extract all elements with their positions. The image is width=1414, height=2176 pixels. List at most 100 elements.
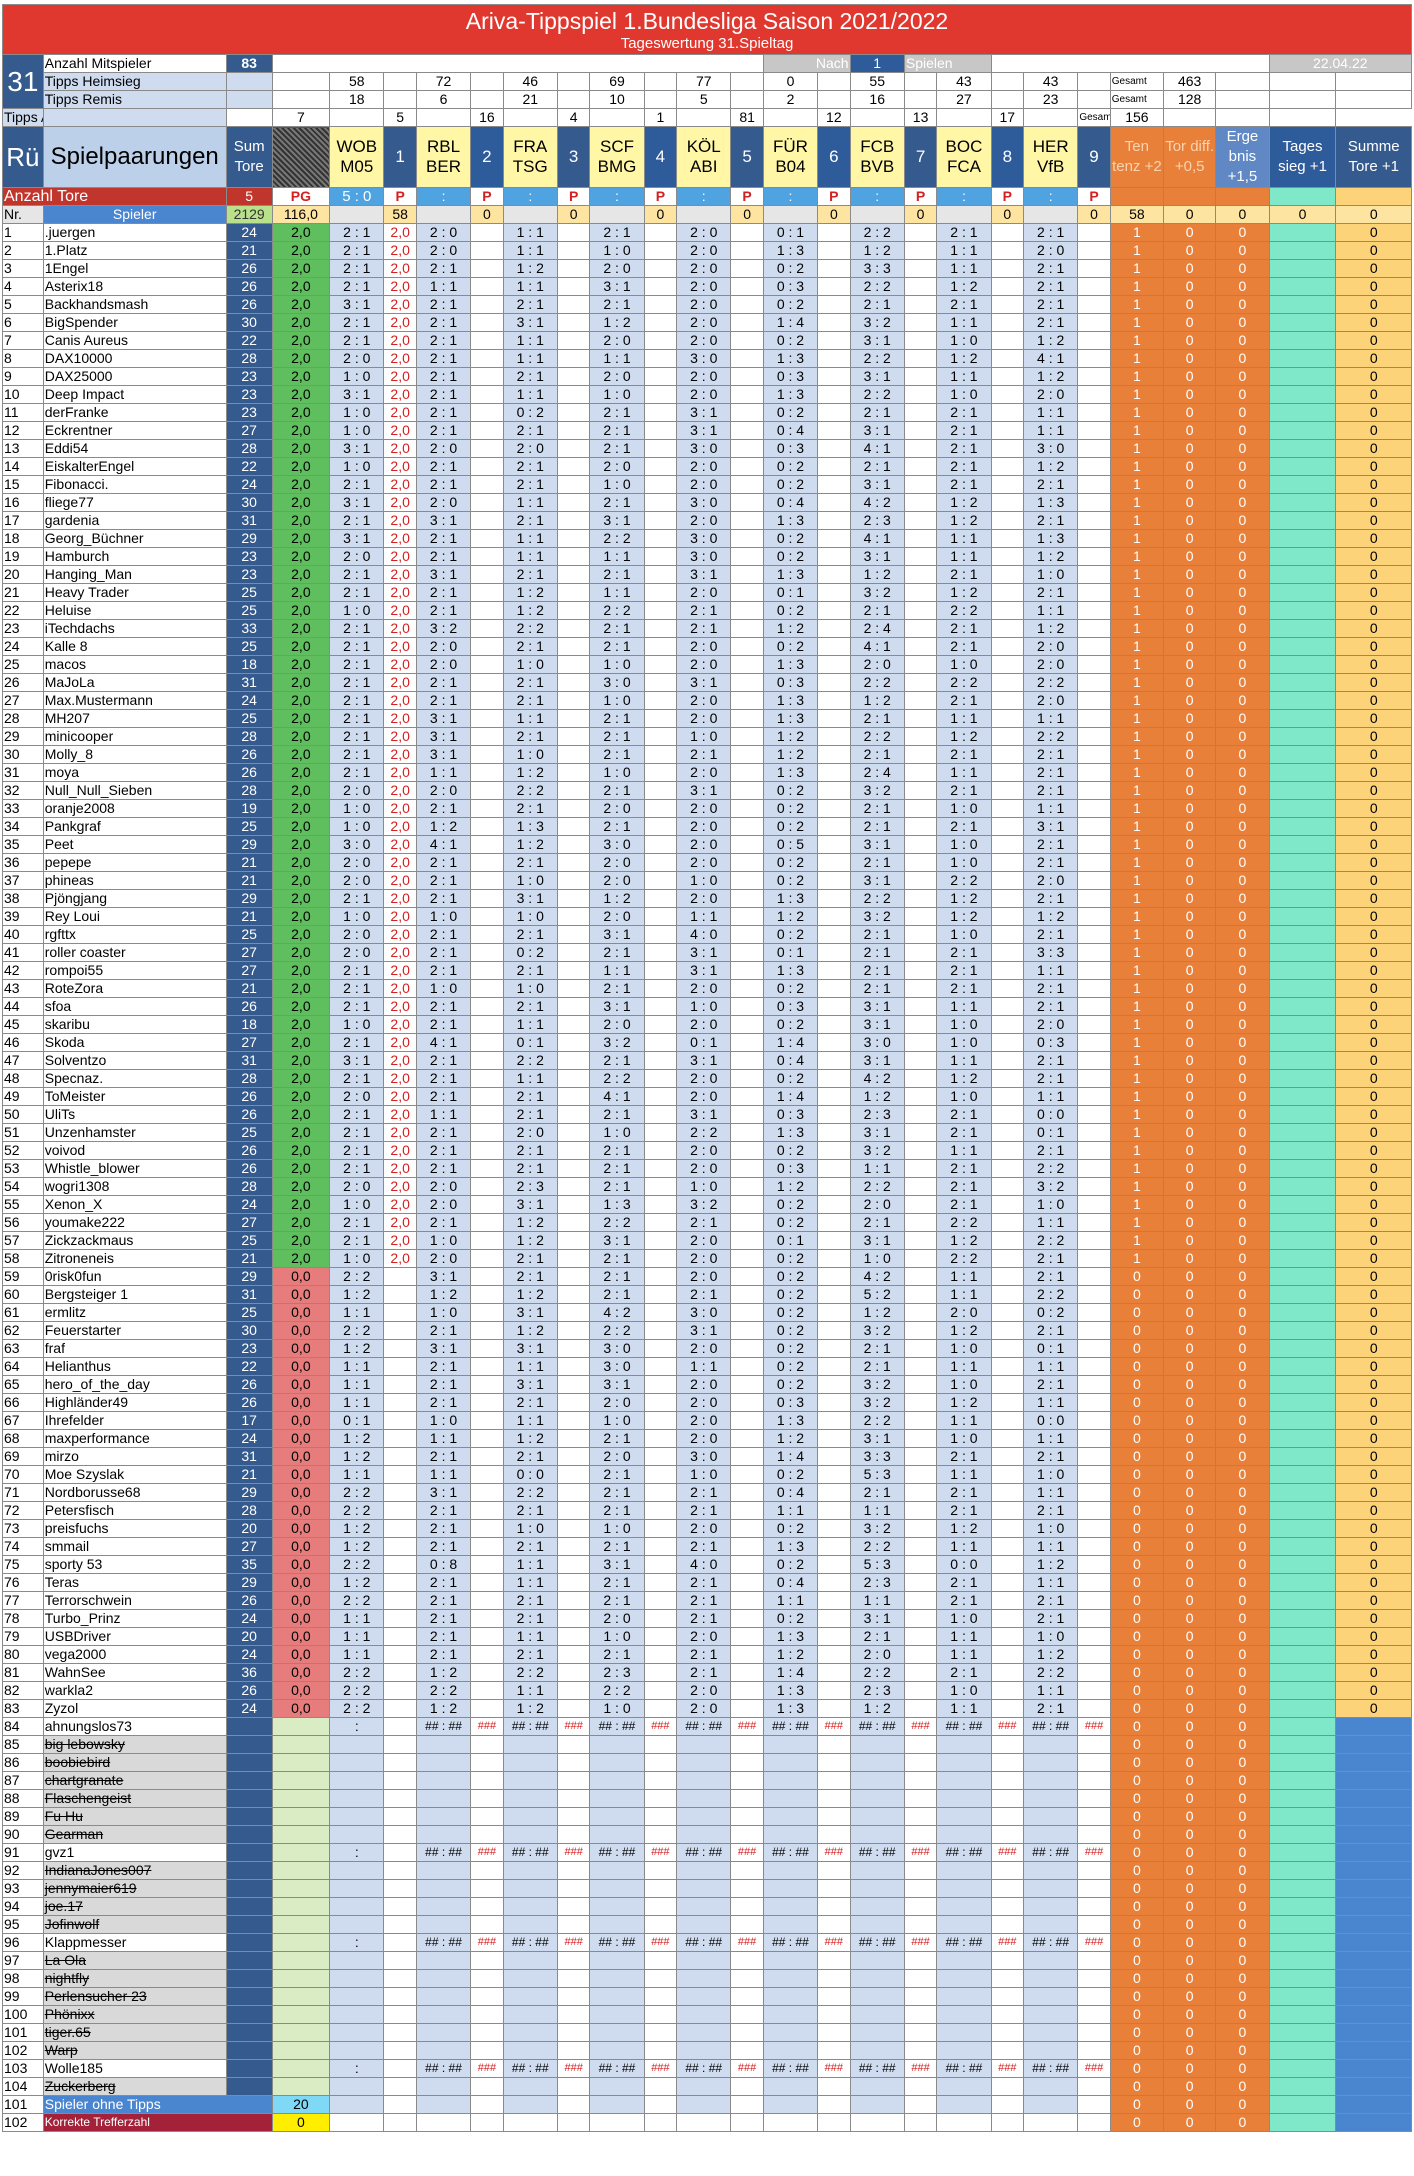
tip-cell: 0 : 3 [762, 1159, 819, 1178]
tip-points: 2,0 [383, 1159, 417, 1178]
rank: 84 [2, 1717, 44, 1736]
player-pg: 2,0 [271, 277, 331, 296]
tendency-points: 0 [1109, 1951, 1165, 1970]
tip-cell: 1 : 1 [415, 277, 472, 296]
tip-cell: 1 : 1 [1022, 1357, 1079, 1376]
player-pg: 0,0 [271, 1375, 331, 1394]
tip-cell: 1 : 1 [1022, 1681, 1079, 1700]
tip-points: 2,0 [383, 439, 417, 458]
tip-cell: 3 : 1 [589, 511, 645, 530]
tip-cell: 2 : 2 [1022, 1285, 1079, 1304]
tendency-points: 1 [1109, 1105, 1165, 1124]
tip-cell: 2 : 0 [676, 277, 732, 296]
tip-cell: 1 : 2 [1022, 1645, 1079, 1664]
player-pg: 2,0 [271, 979, 331, 998]
tip-cell: 3 : 1 [849, 367, 905, 386]
date-label: 22.04.22 [1268, 54, 1413, 73]
tendency-points: 1 [1109, 673, 1165, 692]
tip-cell: 2 : 2 [589, 601, 645, 620]
player-pg: 0,0 [271, 1465, 331, 1484]
tip-cell: 2 : 1 [589, 439, 645, 458]
tordiff-points: 0 [1163, 277, 1217, 296]
player-sum: 23 [225, 403, 273, 422]
rank: 68 [2, 1429, 44, 1448]
tip-cell: 2 : 1 [329, 565, 385, 584]
tip-cell: 3 : 0 [589, 1357, 645, 1376]
rank: 96 [2, 1933, 44, 1952]
tip-cell: 1 : 1 [329, 1393, 385, 1412]
tip-cell: 5 : 3 [849, 1555, 905, 1574]
tip-cell: 2 : 1 [589, 565, 645, 584]
player-sum: 23 [225, 1339, 273, 1358]
tip-cell: 3 : 2 [849, 1375, 905, 1394]
tip-cell: 1 : 0 [502, 745, 558, 764]
player-name: chartgranate [42, 1771, 227, 1790]
ergebnis-points: 0 [1215, 1303, 1270, 1322]
tip-cell: 3 : 1 [415, 745, 472, 764]
tordiff-points: 0 [1163, 1609, 1217, 1628]
tip-points: ### [556, 2059, 591, 2078]
tordiff-points: 0 [1163, 781, 1217, 800]
ergebnis-points: 0 [1215, 997, 1270, 1016]
tip-cell: 1 : 2 [1022, 457, 1079, 476]
match-index: 1 [383, 126, 417, 188]
tip-cell: 2 : 1 [589, 1285, 645, 1304]
ergebnis-points: 0 [1215, 1087, 1270, 1106]
ergebnis-points: 0 [1215, 2041, 1270, 2060]
tip-cell: : [329, 1933, 385, 1952]
tordiff-points: 0 [1163, 565, 1217, 584]
tip-cell: 2 : 1 [502, 1537, 558, 1556]
table-row: 87 chartgranate 0 0 0 [2, 1771, 1412, 1790]
tip-cell: 1 : 2 [502, 1429, 558, 1448]
tip-cell: 0 : 2 [762, 1375, 819, 1394]
summe-points: 0 [1335, 871, 1412, 890]
summe-points: 0 [1335, 367, 1412, 386]
tips-count: 77 [676, 72, 732, 91]
tip-cell: 4 : 0 [676, 925, 732, 944]
summe-points: 0 [1335, 1015, 1412, 1034]
pg-total: 116,0 [271, 205, 331, 224]
tip-cell: 3 : 1 [676, 943, 732, 962]
player-sum: 26 [225, 1591, 273, 1610]
tip-cell: 3 : 1 [849, 871, 905, 890]
table-row: 96 Klappmesser: ## : ## ### ## : ## ### ## : #… [2, 1933, 1412, 1952]
footer-nr: 102 [2, 2113, 44, 2132]
player-name: Specnaz. [42, 1069, 227, 1088]
tip-cell: 3 : 1 [676, 565, 732, 584]
tip-cell: 3 : 1 [415, 727, 472, 746]
tordiff-points: 0 [1163, 1303, 1217, 1322]
summe-points: 0 [1335, 511, 1412, 530]
rank: 55 [2, 1195, 44, 1214]
tip-cell: 2 : 0 [676, 583, 732, 602]
match-points: 0 [470, 205, 504, 224]
player-sum: 26 [225, 259, 273, 278]
rank: 81 [2, 1663, 44, 1682]
tip-cell: 2 : 0 [329, 1087, 385, 1106]
tip-cell: 1 : 1 [1022, 1393, 1079, 1412]
tip-cell: 4 : 2 [849, 1069, 905, 1088]
ergebnis-points: 0 [1215, 367, 1270, 386]
tip-cell: 1 : 0 [589, 691, 645, 710]
rank: 52 [2, 1141, 44, 1160]
tip-cell: 2 : 1 [849, 1339, 905, 1358]
tip-cell: 1 : 0 [589, 1123, 645, 1142]
tordiff-points: 0 [1163, 1159, 1217, 1178]
player-pg: 2,0 [271, 313, 331, 332]
ergebnis-points: 0 [1215, 961, 1270, 980]
player-pg: 2,0 [271, 1249, 331, 1268]
tip-cell: 0 : 2 [502, 943, 558, 962]
tip-cell: 2 : 1 [849, 1627, 905, 1646]
tordiff-points: 0 [1163, 1087, 1217, 1106]
tip-cell: 0 : 2 [762, 259, 819, 278]
tip-cell: 2 : 1 [936, 1195, 992, 1214]
rank: 41 [2, 943, 44, 962]
tordiff-points: 0 [1163, 1915, 1217, 1934]
tip-cell: 2 : 1 [502, 1501, 558, 1520]
tip-cell: 1 : 1 [936, 529, 992, 548]
tip-cell: 3 : 2 [849, 1321, 905, 1340]
tip-cell: 2 : 1 [936, 1447, 992, 1466]
